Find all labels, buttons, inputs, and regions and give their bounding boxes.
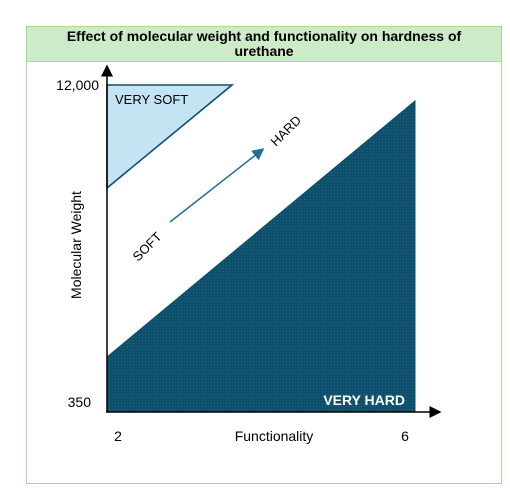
figure-title: Effect of molecular weight and functiona… (66, 28, 462, 59)
soft-label: SOFT (130, 229, 165, 264)
y-tick-top: 12,000 (56, 77, 99, 93)
hardness-trend-arrow (169, 148, 265, 223)
very-hard-label: VERY HARD (323, 392, 405, 408)
y-tick-bottom: 350 (68, 394, 92, 410)
x-tick-left: 2 (114, 428, 122, 444)
figure-title-bar: Effect of molecular weight and functiona… (26, 26, 502, 62)
hard-label: HARD (268, 112, 305, 149)
x-tick-right: 6 (401, 428, 409, 444)
very-soft-label: VERY SOFT (115, 92, 188, 107)
y-axis-title: Molecular Weight (68, 191, 84, 299)
x-axis-title: Functionality (235, 428, 314, 444)
